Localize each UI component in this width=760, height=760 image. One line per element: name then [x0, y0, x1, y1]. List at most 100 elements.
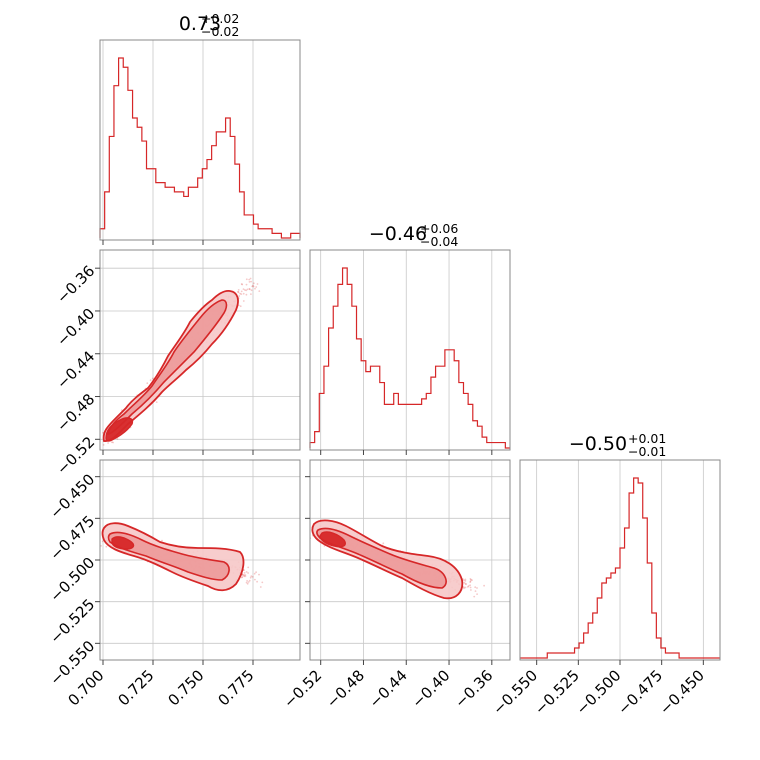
ytick-label: −0.500 — [46, 554, 98, 606]
ytick-label: −0.475 — [46, 512, 98, 564]
sample-point — [245, 278, 248, 281]
ticks-hist-1 — [102, 240, 254, 245]
sample-point — [239, 292, 242, 295]
contour-inner-p3-vs-p1 — [111, 536, 135, 550]
frame-2d-p2-vs-p1 — [99, 249, 301, 451]
err-plus-param-2: +0.06 — [420, 221, 458, 236]
sample-point — [467, 586, 469, 588]
panel-2d-p2-vs-p1 — [95, 249, 301, 455]
sample-point — [240, 283, 243, 285]
sample-point — [241, 283, 244, 286]
sample-point — [249, 576, 252, 579]
sample-point — [470, 578, 472, 581]
sample-point — [253, 572, 256, 575]
sample-point — [476, 587, 478, 589]
xtick-label: −0.40 — [408, 666, 453, 711]
err-minus-param-1: −0.02 — [201, 24, 239, 39]
contour-inner-p3-vs-p2 — [319, 531, 346, 548]
xtick-label: 0.725 — [114, 666, 157, 709]
sample-point — [149, 379, 152, 381]
sample-point — [464, 578, 467, 581]
sample-point — [244, 574, 247, 576]
sample-point — [161, 539, 163, 542]
sample-point — [464, 582, 467, 585]
sample-point — [240, 576, 243, 579]
ytick-label: −0.44 — [53, 347, 98, 392]
ytick-label: −0.40 — [53, 305, 98, 350]
contours-p2-vs-p1 — [102, 289, 239, 442]
sample-point — [255, 286, 258, 288]
title-param-1: 0.73 — [179, 13, 221, 35]
sample-point — [242, 288, 245, 290]
sample-point — [237, 291, 240, 294]
sample-point — [244, 289, 246, 291]
sample-point — [250, 293, 252, 295]
sample-point — [470, 589, 472, 591]
sample-point — [246, 288, 249, 291]
sample-point — [116, 438, 119, 440]
ticks-2d-p3-vs-p2 — [305, 476, 493, 665]
sample-point — [248, 281, 251, 283]
ytick-label: −0.52 — [53, 433, 98, 478]
sample-point — [465, 583, 467, 586]
panel-hist-param-3: −0.50 +0.01 −0.01 — [519, 431, 721, 665]
sample-point — [105, 545, 108, 548]
sample-point — [245, 571, 248, 573]
sample-point — [476, 593, 478, 595]
contour-middle-p2-vs-p1 — [106, 299, 228, 435]
xtick-label: 0.775 — [214, 666, 257, 709]
title-param-3: −0.50 — [569, 433, 627, 455]
sample-point — [247, 581, 250, 583]
ticks-2d-p2-vs-p1 — [95, 267, 254, 455]
panel-hist-param-1: 0.73 +0.02 −0.02 — [99, 11, 301, 245]
grid-hist-1 — [102, 40, 254, 240]
sample-point — [247, 572, 250, 574]
sample-point — [252, 285, 255, 288]
median-param-2: −0.46 — [369, 223, 427, 245]
sample-point — [237, 290, 239, 293]
ytick-labels-param-2: −0.52−0.48−0.44−0.40−0.36 — [53, 262, 98, 478]
panel-2d-p3-vs-p1 — [95, 459, 301, 665]
sample-point — [382, 542, 385, 545]
contour-inner-p2-vs-p1 — [105, 417, 134, 442]
sample-point — [471, 579, 473, 581]
sample-point — [467, 585, 470, 587]
sample-point — [243, 572, 246, 574]
xtick-label: −0.525 — [531, 666, 583, 718]
sample-point — [249, 288, 251, 291]
xtick-labels-param-3: −0.550−0.525−0.500−0.475−0.450 — [489, 666, 708, 718]
sample-point — [463, 581, 466, 584]
sample-point — [469, 581, 472, 583]
xtick-label: −0.48 — [323, 666, 368, 711]
sample-point — [463, 587, 465, 590]
title-param-2: −0.46 — [369, 223, 427, 245]
sample-point — [245, 293, 248, 296]
ytick-label: −0.450 — [46, 470, 98, 522]
histogram-param-3 — [520, 477, 720, 659]
sample-point — [245, 283, 248, 286]
ticks-hist-2 — [320, 450, 493, 455]
sample-point — [474, 586, 477, 589]
sample-point — [474, 590, 477, 592]
sample-point — [261, 581, 264, 584]
xtick-label: −0.52 — [280, 666, 325, 711]
ytick-label: −0.36 — [53, 262, 98, 307]
xtick-label: 0.750 — [164, 666, 207, 709]
sample-point — [239, 305, 242, 308]
err-plus-param-1: +0.02 — [201, 11, 239, 26]
sample-point — [254, 287, 256, 290]
sample-point — [248, 579, 251, 582]
xtick-label: −0.450 — [656, 666, 708, 718]
ytick-label: −0.48 — [53, 390, 98, 435]
sample-point — [251, 285, 254, 288]
panel-hist-param-2: −0.46 +0.06 −0.04 — [309, 221, 511, 455]
sample-point — [462, 586, 465, 589]
sample-point — [237, 289, 240, 291]
sample-point — [469, 578, 472, 580]
sample-point — [100, 545, 102, 547]
sample-point — [258, 573, 260, 576]
sample-point — [246, 582, 249, 585]
sample-point — [254, 578, 256, 581]
sample-point — [256, 283, 259, 285]
